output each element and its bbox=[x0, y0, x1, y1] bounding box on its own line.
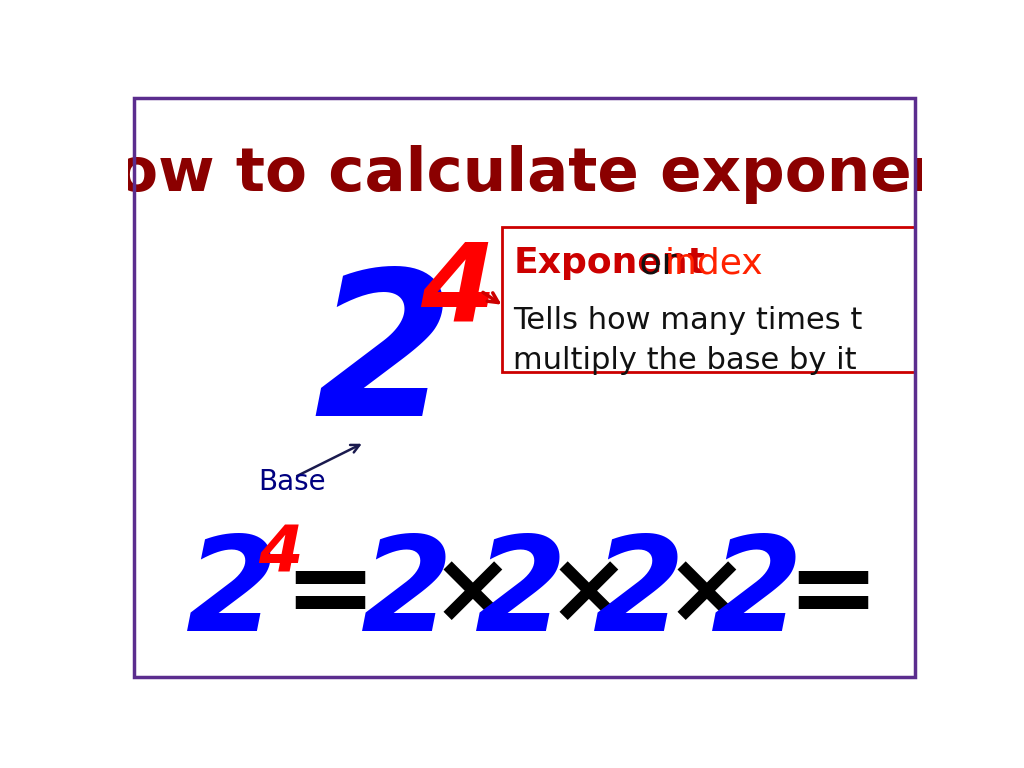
Text: Exponent: Exponent bbox=[513, 247, 706, 280]
Text: 4: 4 bbox=[420, 238, 495, 344]
Text: 2: 2 bbox=[475, 531, 567, 658]
Text: index: index bbox=[665, 247, 764, 280]
Text: Base: Base bbox=[258, 468, 326, 496]
Text: ×: × bbox=[665, 547, 749, 644]
Text: 2: 2 bbox=[313, 263, 454, 458]
Text: 2: 2 bbox=[593, 531, 685, 658]
Text: How to calculate exponent: How to calculate exponent bbox=[66, 144, 984, 204]
Text: Tells how many times t: Tells how many times t bbox=[513, 306, 862, 335]
Text: multiply the base by it: multiply the base by it bbox=[513, 346, 857, 376]
Text: 4: 4 bbox=[258, 524, 303, 586]
Text: 2: 2 bbox=[360, 531, 453, 658]
Text: 2: 2 bbox=[186, 531, 278, 658]
Text: =: = bbox=[283, 541, 376, 648]
Text: ×: × bbox=[430, 547, 514, 644]
Text: or: or bbox=[628, 247, 688, 280]
FancyBboxPatch shape bbox=[502, 227, 915, 372]
Text: =: = bbox=[786, 541, 880, 648]
Text: ×: × bbox=[547, 547, 630, 644]
Text: 2: 2 bbox=[711, 531, 803, 658]
